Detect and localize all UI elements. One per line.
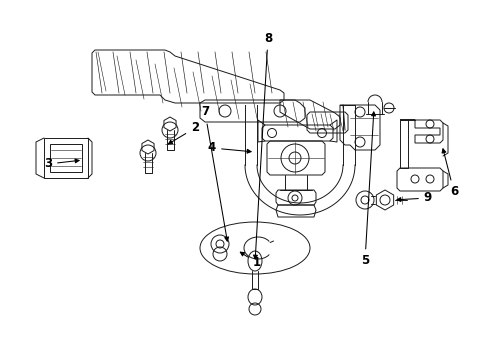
Text: 6: 6 <box>441 149 457 198</box>
Text: 5: 5 <box>360 112 375 267</box>
Text: 7: 7 <box>201 105 228 241</box>
Text: 2: 2 <box>168 121 199 144</box>
Text: 3: 3 <box>44 157 79 171</box>
Text: 4: 4 <box>207 141 250 154</box>
Text: 1: 1 <box>240 252 261 270</box>
Text: 9: 9 <box>396 192 431 204</box>
Text: 8: 8 <box>253 31 271 259</box>
